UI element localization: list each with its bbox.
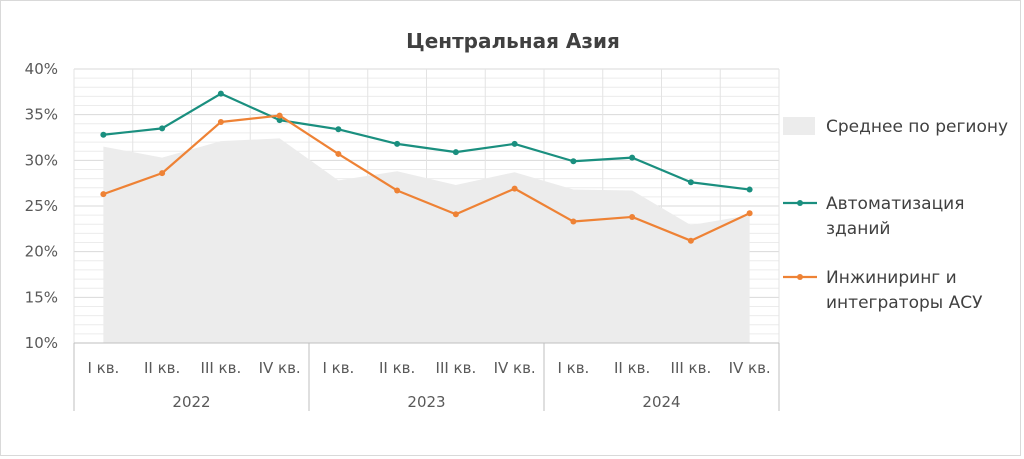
x-tick-label: I кв. — [322, 359, 354, 377]
area-series-average — [103, 138, 750, 343]
chart-title: Центральная Азия — [406, 29, 620, 53]
legend-swatch-average — [783, 117, 815, 135]
data-point-engineering-integrators — [217, 118, 224, 125]
x-tick-label: I кв. — [557, 359, 589, 377]
data-point-engineering-integrators — [394, 187, 401, 194]
axis-layer: 10% 15% 20% 25% 30% 35% 40% I кв. II кв. III кв. I… — [25, 60, 780, 411]
y-tick-label: 40% — [25, 60, 58, 78]
data-point-engineering-integrators — [100, 191, 107, 198]
legend-label: Инжиниринг и — [826, 268, 957, 288]
x-tick-label: II кв. — [379, 359, 415, 377]
x-tick-label: II кв. — [614, 359, 650, 377]
year-group-label: 2024 — [642, 393, 680, 411]
x-tick-label: IV кв. — [494, 359, 536, 377]
y-tick-label: 10% — [25, 334, 58, 352]
line-series-layer — [100, 90, 753, 244]
x-tick-label: I кв. — [87, 359, 119, 377]
x-tick-label: IV кв. — [729, 359, 771, 377]
y-tick-label: 15% — [25, 288, 58, 306]
data-point-building-automation — [746, 186, 753, 193]
x-tick-label: II кв. — [144, 359, 180, 377]
data-point-building-automation — [217, 90, 224, 97]
legend-label: Автоматизация — [826, 194, 964, 214]
data-point-building-automation — [629, 154, 636, 161]
data-point-engineering-integrators — [570, 218, 577, 225]
data-point-building-automation — [276, 117, 283, 124]
area-series-layer — [103, 138, 750, 343]
y-tick-label: 20% — [25, 243, 58, 261]
year-group-label: 2022 — [172, 393, 210, 411]
data-point-engineering-integrators — [335, 150, 342, 157]
legend-label: зданий — [826, 219, 890, 239]
legend: Среднее по региону Автоматизация зданий Инж… — [783, 117, 1008, 313]
data-point-engineering-integrators — [452, 211, 459, 218]
data-point-engineering-integrators — [629, 213, 636, 220]
year-group-label: 2023 — [407, 393, 445, 411]
data-point-engineering-integrators — [746, 210, 753, 217]
data-point-engineering-integrators — [276, 112, 283, 119]
data-point-engineering-integrators — [159, 170, 166, 177]
x-tick-label: III кв. — [671, 359, 712, 377]
x-tick-label: III кв. — [436, 359, 477, 377]
line-series-building-automation — [103, 92, 750, 191]
x-tick-label: III кв. — [201, 359, 242, 377]
data-point-building-automation — [570, 158, 577, 165]
legend-swatch-marker — [797, 200, 803, 206]
legend-swatch-marker — [797, 274, 803, 280]
legend-label: интеграторы АСУ — [826, 293, 983, 313]
y-tick-label: 30% — [25, 151, 58, 169]
y-tick-label: 35% — [25, 106, 58, 124]
data-point-engineering-integrators — [511, 185, 518, 192]
data-point-building-automation — [687, 179, 694, 186]
legend-label: Среднее по региону — [826, 117, 1008, 137]
data-point-building-automation — [159, 125, 166, 132]
data-point-building-automation — [394, 140, 401, 147]
data-point-building-automation — [511, 140, 518, 147]
data-point-building-automation — [100, 131, 107, 138]
y-tick-label: 25% — [25, 197, 58, 215]
data-point-engineering-integrators — [687, 237, 694, 244]
data-point-building-automation — [452, 149, 459, 156]
x-tick-label: IV кв. — [259, 359, 301, 377]
data-point-building-automation — [335, 126, 342, 133]
line-series-engineering-integrators — [103, 114, 751, 242]
